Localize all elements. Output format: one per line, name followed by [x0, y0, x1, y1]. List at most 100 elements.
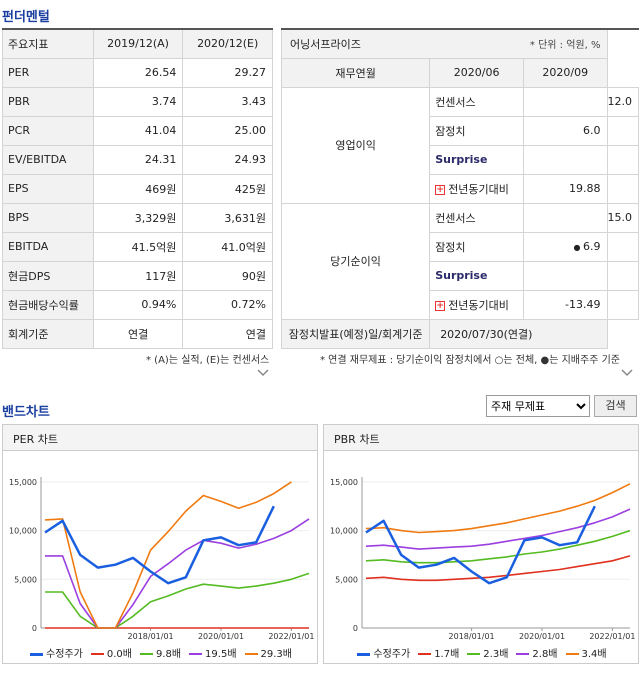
surprise-row-label-cell: + 전년동기대비 — [429, 173, 525, 204]
legend-label: 2.3배 — [483, 649, 509, 660]
series-line-수정주가 — [365, 505, 596, 585]
pbr-chart-panel: PBR 차트 0 5,000 10,000 15,000 2018/01/01 2020/… — [323, 424, 639, 664]
surprise-header-2020-06: 2020/06 — [429, 57, 525, 88]
fundamental-row: EBITDA 41.5억원 41.0억원 — [2, 231, 273, 262]
surprise-row: + 전년동기대비 -13.49 — [282, 289, 639, 320]
y-tick-label: 15,000 — [9, 478, 37, 487]
x-tick-label: 2018/01/01 — [128, 632, 174, 641]
series-line-9.8배 — [45, 572, 310, 629]
surprise-row-label: 전년동기대비 — [448, 298, 509, 312]
fundamental-row: 현금배당수익률 0.94% 0.72% — [2, 289, 273, 320]
fundamental-value-2020: 90원 — [182, 260, 273, 291]
x-tick-label: 2022/01/01 — [268, 632, 314, 641]
surprise-row-label: 전년동기대비 — [448, 182, 509, 196]
legend-item[interactable]: 2.3배 — [467, 645, 508, 660]
surprise-cell-2020-06 — [523, 144, 608, 175]
surprise-row: 잠정치 6.0 — [282, 115, 639, 146]
surprise-value-2020-06: 6.0 — [583, 124, 601, 137]
surprise-row-label: Surprise — [435, 153, 488, 166]
legend-swatch — [30, 652, 44, 656]
chevron-down-icon[interactable] — [257, 367, 269, 379]
statement-select[interactable]: 주재 무제표 — [486, 395, 590, 417]
y-tick-label: 5,000 — [335, 575, 358, 584]
fundamental-row-label: 현금배당수익률 — [2, 289, 94, 320]
per-legend: 수정주가 0.0배 9.8배 19.5배 29.3배 — [3, 645, 319, 660]
surprise-note: * 연결 재무제표 : 당기순이익 잠정치에서 ○는 전체, ●는 지배주주 기… — [320, 355, 620, 366]
surprise-cell-2020-06: ● 6.9 — [523, 231, 608, 262]
search-button[interactable]: 검색 — [594, 395, 637, 417]
legend-swatch — [90, 653, 104, 655]
surprise-table: 어닝서프라이즈 * 단위 : 억원, % 재무연월 2020/06 2020/0… — [280, 28, 639, 349]
pbr-chart-title: PBR 차트 — [324, 425, 638, 451]
surprise-row: + 전년동기대비 19.88 — [282, 173, 639, 204]
fundamental-title: 펀더멘털 — [2, 10, 50, 25]
legend-item[interactable]: 3.4배 — [565, 645, 607, 660]
chevron-down-icon[interactable] — [621, 367, 633, 379]
surprise-value-2020-06: 6.9 — [583, 240, 601, 253]
legend-swatch — [418, 653, 432, 655]
series-line-19.5배 — [45, 518, 310, 629]
legend-item[interactable]: 19.5배 — [189, 645, 237, 660]
surprise-footer-value: 2020/07/30(연결) — [429, 318, 608, 349]
per-chart: 0 5,000 10,000 15,000 2018/01/01 2020/01/01 20… — [9, 477, 314, 641]
surprise-value-2020-06: 19.88 — [569, 182, 601, 195]
expand-plus-icon[interactable]: + — [435, 300, 446, 311]
fundamental-row-label: 현금DPS — [2, 260, 94, 291]
legend-item[interactable]: 1.7배 — [418, 645, 459, 660]
fundamental-value-2019: 24.31 — [92, 144, 184, 175]
fundamental-row: PCR 41.04 25.00 — [2, 115, 273, 146]
legend-item[interactable]: 2.8배 — [516, 645, 558, 660]
surprise-row-label: 잠정치 — [435, 124, 466, 138]
x-tick-label: 2020/01/01 — [519, 632, 565, 641]
fundamental-row: PER 26.54 29.27 — [2, 57, 273, 88]
surprise-row-label: 컨센서스 — [435, 211, 476, 225]
fundamental-value-2019: 연결 — [92, 318, 184, 349]
legend-swatch — [357, 652, 371, 656]
legend-swatch — [189, 653, 203, 655]
surprise-cell-2020-06 — [523, 260, 608, 291]
legend-item[interactable]: 0.0배 — [90, 645, 132, 660]
series-line-1.7배 — [365, 555, 631, 582]
fundamental-value-2019: 41.5억원 — [92, 231, 184, 262]
surprise-row: Surprise — [282, 144, 639, 175]
pbr-legend: 수정주가 1.7배 2.3배 2.8배 3.4배 — [324, 645, 640, 660]
legend-item[interactable]: 9.8배 — [139, 645, 182, 660]
x-tick-label: 2020/01/01 — [198, 632, 244, 641]
surprise-header-2020-09: 2020/09 — [523, 57, 608, 88]
legend-item[interactable]: 수정주가 — [357, 645, 410, 660]
surprise-row-label-cell: 잠정치 — [429, 231, 525, 262]
surprise-cell-2020-06 — [523, 86, 608, 117]
legend-item[interactable]: 수정주가 — [30, 645, 83, 660]
band-title: 밴드차트 — [2, 405, 50, 420]
legend-label: 29.3배 — [260, 649, 292, 660]
surprise-group-label: 영업이익 — [280, 86, 431, 204]
fundamental-value-2019: 117원 — [92, 260, 184, 291]
fundamental-row-label: EPS — [2, 173, 94, 204]
y-tick-label: 0 — [32, 624, 37, 633]
fundamental-header-2019: 2019/12(A) — [92, 28, 184, 59]
surprise-cell-2020-06: 19.88 — [523, 173, 608, 204]
legend-swatch — [565, 653, 579, 655]
y-tick-label: 10,000 — [330, 527, 358, 536]
surprise-value-2020-09 — [606, 144, 639, 175]
surprise-row-label-cell: Surprise — [429, 144, 525, 175]
per-chart-title: PER 차트 — [3, 425, 317, 451]
fundamental-row: 회계기준 연결 연결 — [2, 318, 273, 349]
expand-plus-icon[interactable]: + — [435, 184, 446, 195]
fundamental-row: BPS 3,329원 3,631원 — [2, 202, 273, 233]
legend-swatch — [467, 653, 481, 655]
surprise-row-label-cell: 컨센서스 — [429, 86, 525, 117]
surprise-group-label: 당기순이익 — [280, 202, 431, 320]
series-line-3.4배 — [365, 483, 631, 534]
fundamental-row-label: EBITDA — [2, 231, 94, 262]
legend-item[interactable]: 29.3배 — [244, 645, 292, 660]
fundamental-row: 현금DPS 117원 90원 — [2, 260, 273, 291]
surprise-value-2020-09 — [606, 231, 639, 262]
fundamental-row: EV/EBITDA 24.31 24.93 — [2, 144, 273, 175]
surprise-row-label-cell: 컨센서스 — [429, 202, 525, 233]
surprise-value-2020-06: -13.49 — [565, 298, 601, 311]
surprise-value-2020-09 — [606, 115, 639, 146]
series-line-수정주가 — [44, 505, 275, 585]
fundamental-value-2020: 41.0억원 — [182, 231, 273, 262]
legend-label: 9.8배 — [155, 649, 182, 660]
